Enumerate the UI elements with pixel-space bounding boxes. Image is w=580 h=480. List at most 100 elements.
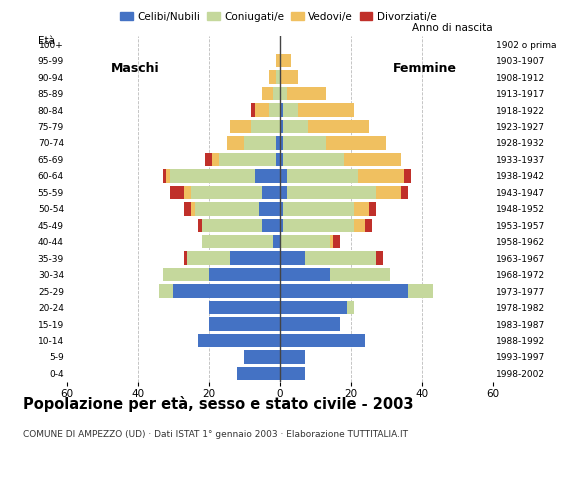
Text: Femmine: Femmine: [393, 62, 457, 75]
Bar: [280, 54, 291, 67]
Text: Popolazione per età, sesso e stato civile - 2003: Popolazione per età, sesso e stato civil…: [23, 396, 414, 412]
Bar: [280, 153, 284, 166]
Bar: [344, 153, 401, 166]
Bar: [280, 120, 284, 133]
Bar: [280, 284, 408, 298]
Bar: [280, 169, 287, 182]
Bar: [259, 202, 280, 216]
Bar: [280, 202, 284, 216]
Bar: [376, 186, 401, 199]
Bar: [276, 153, 280, 166]
Bar: [202, 235, 273, 249]
Bar: [170, 169, 255, 182]
Bar: [262, 186, 280, 199]
Bar: [326, 136, 386, 150]
Bar: [284, 103, 298, 117]
Bar: [284, 218, 354, 232]
Bar: [252, 120, 280, 133]
Bar: [280, 367, 304, 380]
Bar: [284, 120, 309, 133]
Bar: [209, 317, 280, 331]
Bar: [209, 268, 280, 281]
Bar: [369, 202, 376, 216]
Bar: [195, 202, 259, 216]
Bar: [262, 218, 280, 232]
Bar: [230, 252, 280, 265]
Bar: [404, 169, 411, 182]
Bar: [287, 186, 376, 199]
Bar: [276, 136, 280, 150]
Bar: [209, 301, 280, 314]
Bar: [280, 268, 329, 281]
Bar: [280, 218, 284, 232]
Bar: [280, 334, 365, 347]
Bar: [280, 317, 340, 331]
Bar: [184, 186, 191, 199]
Bar: [280, 87, 287, 100]
Bar: [276, 71, 280, 84]
Bar: [280, 235, 329, 249]
Bar: [255, 103, 269, 117]
Bar: [408, 284, 433, 298]
Text: Anno di nascita: Anno di nascita: [412, 23, 493, 33]
Bar: [198, 334, 280, 347]
Bar: [255, 169, 280, 182]
Bar: [280, 71, 298, 84]
Bar: [202, 218, 262, 232]
Bar: [284, 136, 326, 150]
Bar: [219, 153, 276, 166]
Bar: [280, 103, 284, 117]
Bar: [262, 87, 273, 100]
Bar: [170, 186, 184, 199]
Bar: [166, 169, 170, 182]
Bar: [187, 252, 230, 265]
Bar: [198, 218, 202, 232]
Bar: [309, 120, 369, 133]
Bar: [159, 284, 173, 298]
Bar: [227, 136, 244, 150]
Bar: [273, 87, 280, 100]
Bar: [347, 301, 354, 314]
Text: COMUNE DI AMPEZZO (UD) · Dati ISTAT 1° gennaio 2003 · Elaborazione TUTTITALIA.IT: COMUNE DI AMPEZZO (UD) · Dati ISTAT 1° g…: [23, 430, 408, 439]
Bar: [244, 136, 276, 150]
Bar: [329, 268, 390, 281]
Bar: [376, 252, 383, 265]
Bar: [184, 252, 187, 265]
Bar: [284, 202, 354, 216]
Text: Età: Età: [38, 36, 55, 46]
Bar: [354, 202, 369, 216]
Bar: [184, 202, 191, 216]
Legend: Celibi/Nubili, Coniugati/e, Vedovi/e, Divorziati/e: Celibi/Nubili, Coniugati/e, Vedovi/e, Di…: [116, 8, 441, 26]
Bar: [284, 153, 344, 166]
Bar: [173, 284, 280, 298]
Bar: [401, 186, 408, 199]
Bar: [273, 235, 280, 249]
Bar: [329, 235, 333, 249]
Bar: [269, 71, 276, 84]
Bar: [365, 218, 372, 232]
Bar: [298, 103, 354, 117]
Bar: [333, 235, 340, 249]
Bar: [252, 103, 255, 117]
Bar: [280, 252, 304, 265]
Text: Maschi: Maschi: [111, 62, 160, 75]
Bar: [287, 87, 326, 100]
Bar: [276, 54, 280, 67]
Bar: [358, 169, 404, 182]
Bar: [269, 103, 280, 117]
Bar: [191, 186, 262, 199]
Bar: [287, 169, 358, 182]
Bar: [212, 153, 219, 166]
Bar: [280, 136, 284, 150]
Bar: [162, 268, 209, 281]
Bar: [280, 350, 304, 364]
Bar: [244, 350, 280, 364]
Bar: [230, 120, 252, 133]
Bar: [237, 367, 280, 380]
Bar: [205, 153, 212, 166]
Bar: [191, 202, 195, 216]
Bar: [280, 186, 287, 199]
Bar: [162, 169, 166, 182]
Bar: [280, 301, 347, 314]
Bar: [304, 252, 376, 265]
